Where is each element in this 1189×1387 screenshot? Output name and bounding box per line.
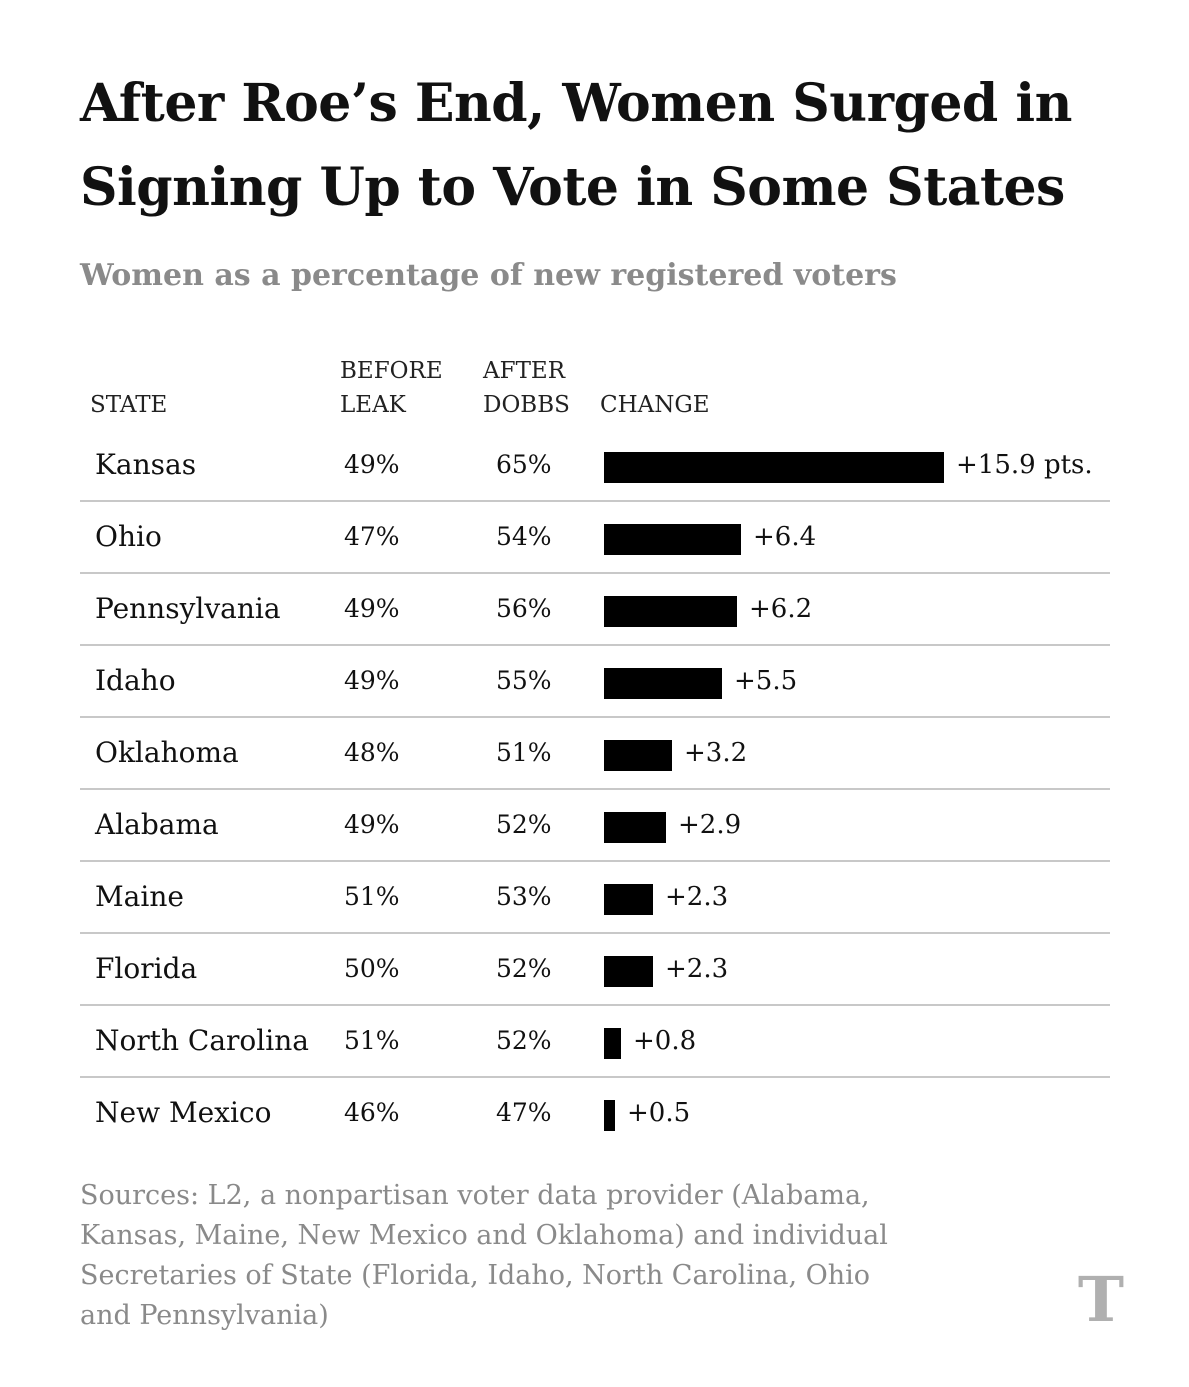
change-bar bbox=[604, 668, 722, 699]
change-label: +0.8 bbox=[633, 1026, 697, 1056]
change-label: +6.2 bbox=[749, 594, 813, 624]
before-leak-value: 49% bbox=[344, 666, 400, 695]
table-row: Maine 51% 53% +2.3 bbox=[80, 860, 1110, 932]
table-row: Kansas 49% 65% +15.9 pts. bbox=[80, 430, 1110, 500]
change-label: +0.5 bbox=[627, 1098, 691, 1128]
source-line-3: Secretaries of State (Florida, Idaho, No… bbox=[80, 1260, 871, 1291]
after-dobbs-value: 47% bbox=[496, 1098, 552, 1127]
state-name: New Mexico bbox=[95, 1096, 272, 1129]
chart-title-line-2: Signing Up to Vote in Some States bbox=[80, 157, 1065, 218]
table-row: New Mexico 46% 47% +0.5 bbox=[80, 1076, 1110, 1148]
header-before-line-1: BEFORE bbox=[340, 358, 443, 384]
table-row: Florida 50% 52% +2.3 bbox=[80, 932, 1110, 1004]
after-dobbs-value: 55% bbox=[496, 666, 552, 695]
chart-title-line-1: After Roe’s End, Women Surged in bbox=[80, 73, 1072, 134]
change-label: +15.9 pts. bbox=[956, 450, 1093, 480]
source-line-4: and Pennsylvania) bbox=[80, 1300, 329, 1331]
state-name: Florida bbox=[95, 952, 198, 985]
before-leak-value: 48% bbox=[344, 738, 400, 767]
data-table: Kansas 49% 65% +15.9 pts. Ohio 47% 54% +6.4 Penn… bbox=[80, 430, 1110, 1148]
state-name: Oklahoma bbox=[95, 736, 239, 769]
after-dobbs-value: 52% bbox=[496, 954, 552, 983]
change-label: +2.9 bbox=[678, 810, 742, 840]
header-change-label: CHANGE bbox=[600, 392, 710, 418]
header-after-line-1: AFTER bbox=[483, 358, 566, 384]
after-dobbs-value: 51% bbox=[496, 738, 552, 767]
source-line-2: Kansas, Maine, New Mexico and Oklahoma) … bbox=[80, 1220, 888, 1251]
state-name: Pennsylvania bbox=[95, 592, 281, 625]
state-name: Alabama bbox=[95, 808, 219, 841]
state-name: Ohio bbox=[95, 520, 162, 553]
table-row: Pennsylvania 49% 56% +6.2 bbox=[80, 572, 1110, 644]
change-bar bbox=[604, 884, 653, 915]
change-bar bbox=[604, 524, 741, 555]
header-state: STATE bbox=[90, 388, 167, 422]
state-name: North Carolina bbox=[95, 1024, 309, 1057]
header-after-dobbs: AFTER DOBBS bbox=[483, 354, 570, 422]
change-bar bbox=[604, 1100, 615, 1131]
change-label: +6.4 bbox=[753, 522, 817, 552]
change-bar bbox=[604, 812, 666, 843]
before-leak-value: 49% bbox=[344, 810, 400, 839]
before-leak-value: 49% bbox=[344, 450, 400, 479]
header-before-leak: BEFORE LEAK bbox=[340, 354, 443, 422]
before-leak-value: 51% bbox=[344, 882, 400, 911]
state-name: Kansas bbox=[95, 448, 197, 481]
table-row: Ohio 47% 54% +6.4 bbox=[80, 500, 1110, 572]
table-row: Alabama 49% 52% +2.9 bbox=[80, 788, 1110, 860]
state-name: Maine bbox=[95, 880, 184, 913]
after-dobbs-value: 53% bbox=[496, 882, 552, 911]
chart-title: After Roe’s End, Women Surged in Signing… bbox=[80, 62, 1140, 230]
change-label: +3.2 bbox=[684, 738, 748, 768]
state-name: Idaho bbox=[95, 664, 176, 697]
after-dobbs-value: 52% bbox=[496, 1026, 552, 1055]
change-bar bbox=[604, 1028, 621, 1059]
header-before-line-2: LEAK bbox=[340, 392, 406, 418]
header-state-label: STATE bbox=[90, 392, 168, 418]
before-leak-value: 51% bbox=[344, 1026, 400, 1055]
change-bar bbox=[604, 596, 737, 627]
after-dobbs-value: 56% bbox=[496, 594, 552, 623]
after-dobbs-value: 65% bbox=[496, 450, 552, 479]
change-bar bbox=[604, 956, 653, 987]
change-label: +2.3 bbox=[665, 882, 729, 912]
after-dobbs-value: 52% bbox=[496, 810, 552, 839]
before-leak-value: 46% bbox=[344, 1098, 400, 1127]
source-line-1: Sources: L2, a nonpartisan voter data pr… bbox=[80, 1180, 870, 1211]
table-row: Oklahoma 48% 51% +3.2 bbox=[80, 716, 1110, 788]
table-row: Idaho 49% 55% +5.5 bbox=[80, 644, 1110, 716]
table-row: North Carolina 51% 52% +0.8 bbox=[80, 1004, 1110, 1076]
nyt-logo-icon: T bbox=[1077, 1263, 1125, 1336]
header-change: CHANGE bbox=[600, 388, 710, 422]
header-after-line-2: DOBBS bbox=[483, 392, 570, 418]
change-bar bbox=[604, 740, 672, 771]
before-leak-value: 47% bbox=[344, 522, 400, 551]
change-bar bbox=[604, 452, 944, 483]
source-note: Sources: L2, a nonpartisan voter data pr… bbox=[80, 1176, 980, 1336]
before-leak-value: 49% bbox=[344, 594, 400, 623]
before-leak-value: 50% bbox=[344, 954, 400, 983]
after-dobbs-value: 54% bbox=[496, 522, 552, 551]
chart-subtitle: Women as a percentage of new registered … bbox=[80, 258, 897, 293]
change-label: +2.3 bbox=[665, 954, 729, 984]
change-label: +5.5 bbox=[734, 666, 798, 696]
